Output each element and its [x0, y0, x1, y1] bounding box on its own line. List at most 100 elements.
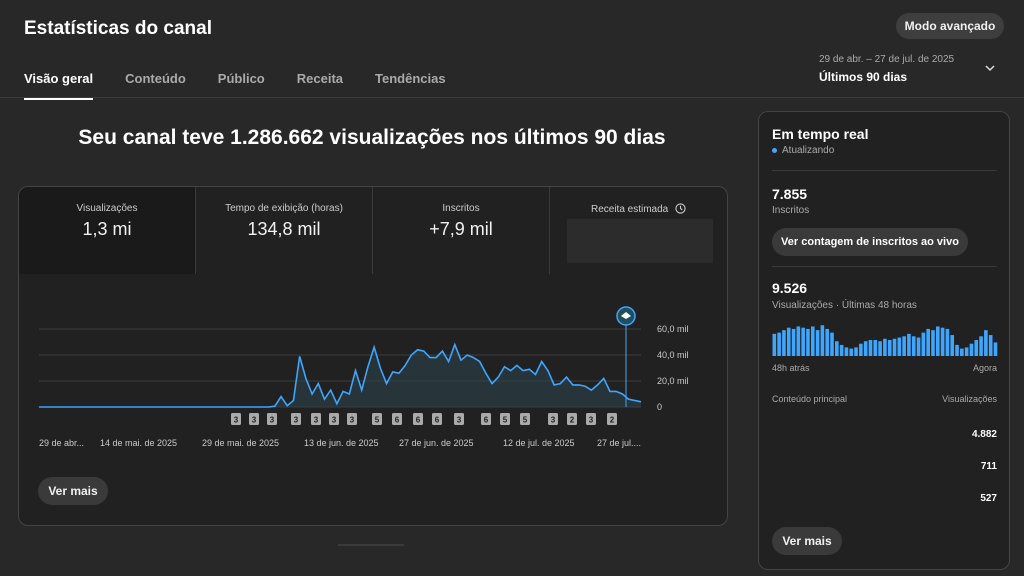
metric-revenue[interactable]: Receita estimada [550, 187, 727, 274]
metric-subscribers[interactable]: Inscritos +7,9 mil [373, 187, 549, 274]
realtime-bar [835, 341, 839, 356]
upload-marker: 3 [329, 413, 339, 425]
page-title: Estatísticas do canal [24, 18, 212, 39]
top-content-views: 4.882 [971, 429, 997, 440]
top-content-row[interactable] [771, 486, 961, 508]
realtime-card: Em tempo real Atualizando 7.855 Inscrito… [758, 111, 1010, 570]
realtime-bar [974, 340, 979, 356]
upload-marker: 6 [432, 413, 442, 425]
headline: Seu canal teve 1.286.662 visualizações n… [78, 126, 666, 149]
metric-views[interactable]: Visualizações 1,3 mi [19, 187, 195, 274]
upload-marker-box [311, 413, 321, 425]
upload-marker-label: 3 [350, 416, 355, 425]
realtime-bar [916, 337, 921, 356]
upload-marker-box [548, 413, 558, 425]
metric-value: 134,8 mil [247, 219, 321, 239]
metric-watch-time[interactable]: Tempo de exibição (horas) 134,8 mil [196, 187, 372, 274]
upload-marker-box [481, 413, 491, 425]
chevron-down-icon[interactable] [984, 62, 996, 74]
upload-marker-box [291, 413, 301, 425]
upload-marker-label: 3 [457, 416, 462, 425]
revenue-label: Receita estimada [590, 204, 669, 215]
realtime-bar [839, 344, 844, 356]
views-chart[interactable]: 60,0 mil 40,0 mil 20,0 mil 0 3 3 3 3 3 3 3 5 6 6 6 3 6 5 5… [19, 295, 727, 485]
upload-marker: 5 [520, 413, 530, 425]
realtime-bar [969, 343, 974, 356]
date-range-selector[interactable]: 29 de abr. – 27 de jul. de 2025 Últimos … [819, 54, 954, 84]
upload-marker-box [413, 413, 423, 425]
y-tick-label: 40,0 mil [657, 350, 689, 360]
upload-marker-label: 5 [523, 416, 528, 425]
overview-card: Visualizações 1,3 mi Tempo de exibição (… [18, 186, 728, 526]
metric-label: Visualizações [76, 203, 138, 214]
realtime-bar [988, 335, 993, 356]
see-more-button[interactable]: Ver mais [38, 477, 108, 505]
status-text: Atualizando [782, 145, 835, 156]
metric-label: Tempo de exibição (horas) [225, 203, 343, 214]
upload-marker-label: 3 [270, 416, 275, 425]
realtime-bar [782, 330, 786, 356]
realtime-bar [926, 328, 930, 356]
upload-marker-box [231, 413, 241, 425]
realtime-bar [883, 338, 887, 356]
tab-divider [0, 97, 1024, 98]
upload-marker-box [454, 413, 464, 425]
realtime-bar [777, 332, 781, 356]
upload-marker: 5 [500, 413, 510, 425]
upload-marker-label: 6 [395, 416, 400, 425]
realtime-bar [945, 328, 950, 356]
x-tick-label: 13 de jun. de 2025 [304, 438, 379, 448]
axis-start-label: 48h atrás [772, 363, 810, 373]
realtime-status: Atualizando [772, 145, 834, 156]
realtime-bar [815, 330, 820, 356]
divider [772, 170, 997, 171]
realtime-bar [820, 325, 825, 356]
realtime-bar [796, 326, 801, 356]
top-content-row[interactable] [771, 422, 961, 444]
upload-marker-label: 3 [294, 416, 299, 425]
upload-marker-label: 3 [252, 416, 257, 425]
top-content-header: Conteúdo principal [772, 394, 848, 404]
tab-trends[interactable]: Tendências [375, 71, 446, 86]
tab-revenue[interactable]: Receita [296, 71, 343, 86]
y-tick-label: 20,0 mil [657, 376, 689, 386]
realtime-bar-chart[interactable] [772, 324, 998, 356]
upload-marker-box [392, 413, 402, 425]
realtime-bar [960, 348, 964, 356]
realtime-bar [825, 328, 830, 356]
y-tick-label: 0 [657, 402, 662, 412]
upload-marker-label: 5 [375, 416, 380, 425]
live-subscriber-count-button[interactable]: Ver contagem de inscritos ao vivo [772, 228, 968, 256]
views-48h-label: Visualizações · Últimas 48 horas [772, 300, 917, 311]
upload-marker-box [567, 413, 577, 425]
tab-content[interactable]: Conteúdo [125, 71, 186, 86]
top-content-row[interactable] [771, 454, 961, 476]
period-text: Últimos 90 dias [819, 70, 908, 84]
advanced-mode-button[interactable]: Modo avançado [896, 13, 1004, 39]
upload-marker: 2 [567, 413, 577, 425]
realtime-see-more-button[interactable]: Ver mais [772, 527, 842, 555]
upload-marker-box [586, 413, 596, 425]
upload-marker-box [520, 413, 530, 425]
upload-marker-label: 6 [435, 416, 440, 425]
upload-marker-box [372, 413, 382, 425]
tab-audience[interactable]: Público [217, 71, 265, 86]
live-dot-icon [772, 147, 777, 153]
realtime-bar [921, 332, 926, 356]
realtime-bar [873, 340, 878, 356]
metric-label: Receita estimada [550, 203, 727, 215]
upload-marker: 3 [347, 413, 357, 425]
upload-marker: 3 [548, 413, 558, 425]
realtime-bar [844, 347, 849, 356]
realtime-bar [955, 344, 959, 356]
realtime-bar [940, 327, 945, 356]
realtime-bar [863, 341, 868, 356]
x-tick-label: 27 de jun. de 2025 [399, 438, 474, 448]
realtime-bar [950, 335, 955, 356]
realtime-bar [772, 333, 777, 356]
upload-marker-box [500, 413, 510, 425]
tab-overview[interactable]: Visão geral [24, 71, 94, 100]
realtime-bar [887, 340, 892, 356]
top-content-views: 527 [980, 493, 997, 504]
subscriber-count: 7.855 [772, 186, 808, 202]
